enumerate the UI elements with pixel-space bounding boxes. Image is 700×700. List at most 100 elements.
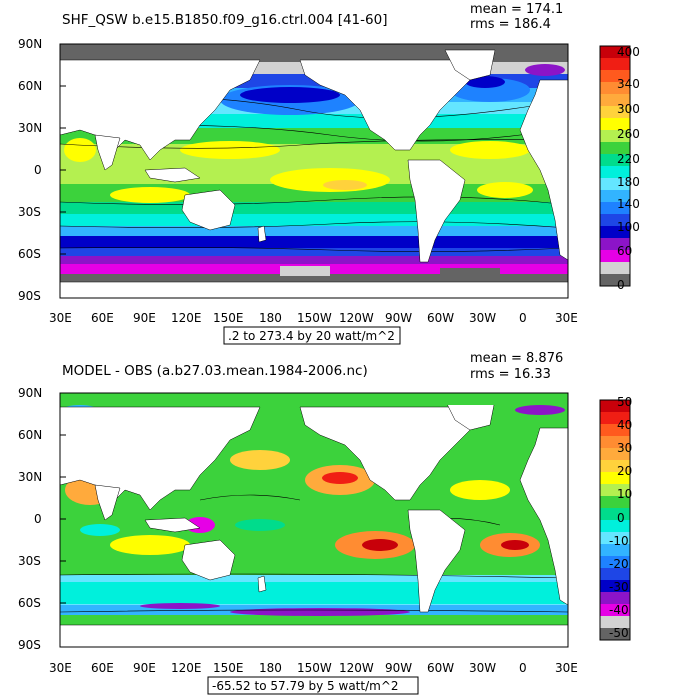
bottom-map-svg: MODEL - OBS (a.b27.03.mean.1984-2006.nc)… — [18, 351, 632, 695]
colorbar-swatch — [600, 580, 630, 593]
colorbar-swatch — [600, 154, 630, 167]
colorbar-swatch — [600, 496, 630, 509]
lat-label: 60S — [18, 247, 41, 261]
lat-label: 60N — [18, 79, 42, 93]
colorbar-label: -20 — [609, 557, 629, 571]
colorbar-swatch — [600, 628, 630, 641]
colorbar-swatch — [600, 544, 630, 557]
map-frame — [59, 43, 569, 299]
colorbar-label: 300 — [617, 102, 640, 116]
lon-label: 120E — [171, 661, 202, 675]
lon-label: 150W — [297, 311, 332, 325]
land-masses — [60, 49, 568, 298]
lon-label: 30E — [49, 311, 72, 325]
colorbar-swatch — [600, 70, 630, 83]
colorbar-swatch — [600, 604, 630, 617]
colorbar-swatch — [600, 226, 630, 239]
top-panel: SHF_QSW b.e15.B1850.f09_g16.ctrl.004 [41… — [18, 2, 640, 345]
colorbar-swatch — [600, 412, 630, 425]
lat-label: 90S — [18, 638, 41, 652]
colorbar-label: 40 — [617, 418, 632, 432]
lon-label: 120W — [339, 661, 374, 675]
bottom-panel: MODEL - OBS (a.b27.03.mean.1984-2006.nc)… — [0, 350, 700, 700]
colorbar-swatch — [600, 592, 630, 605]
colorbar-label: -10 — [609, 534, 629, 548]
lon-label: 180 — [259, 661, 282, 675]
colorbar — [599, 45, 631, 287]
lon-label: 30E — [555, 311, 578, 325]
colorbar-swatch — [600, 214, 630, 227]
lat-label: 60S — [18, 596, 41, 610]
lat-label: 30N — [18, 121, 42, 135]
colorbar-swatch — [600, 106, 630, 119]
lon-label: 30E — [49, 661, 72, 675]
lon-label: 120E — [171, 311, 202, 325]
colorbar-label: 0 — [617, 278, 625, 292]
colorbar-swatch — [600, 424, 630, 437]
lon-label: 120W — [339, 311, 374, 325]
lon-label: 60E — [91, 311, 114, 325]
lat-label: 90S — [18, 289, 41, 303]
lon-label: 150E — [213, 311, 244, 325]
lat-label: 30S — [18, 554, 41, 568]
range-box — [207, 676, 419, 695]
field-map — [60, 393, 568, 647]
colorbar-swatch — [600, 130, 630, 143]
colorbar-label: 30 — [617, 441, 632, 455]
lon-label: 180 — [259, 311, 282, 325]
colorbar-swatch — [600, 448, 630, 461]
colorbar-swatch — [600, 46, 630, 59]
colorbar-swatch — [600, 58, 630, 71]
colorbar-swatch — [600, 202, 630, 215]
colorbar-label: 180 — [617, 175, 640, 189]
lon-label: 30E — [555, 661, 578, 675]
colorbar-swatch — [600, 508, 630, 521]
lon-label: 0 — [519, 311, 527, 325]
range-box — [223, 326, 401, 345]
lon-label: 60W — [427, 661, 454, 675]
colorbar-label: 20 — [617, 464, 632, 478]
colorbar-swatch — [600, 166, 630, 179]
colorbar-swatch — [600, 142, 630, 155]
range-label: -65.52 to 57.79 by 5 watt/m^2 — [212, 679, 399, 693]
colorbar-label: 340 — [617, 77, 640, 91]
colorbar-label: 260 — [617, 127, 640, 141]
lon-label: 90E — [133, 661, 156, 675]
lat-labels: 90N 60N 30N 0 30S 60S 90S — [18, 37, 42, 303]
colorbar-swatch — [600, 94, 630, 107]
lon-label: 30W — [469, 661, 496, 675]
lon-label: 90E — [133, 311, 156, 325]
colorbar-label: -40 — [609, 603, 629, 617]
rms-label: rms = 186.4 — [470, 17, 551, 32]
colorbar-label: 60 — [617, 244, 632, 258]
colorbar-label: 140 — [617, 197, 640, 211]
colorbar — [599, 399, 631, 641]
colorbar-labels: 400 340 300 260 220 180 140 100 60 0 — [617, 45, 640, 292]
colorbar-swatch — [600, 532, 630, 545]
colorbar-swatch — [600, 190, 630, 203]
lon-label: 150W — [297, 661, 332, 675]
colorbar-label: -50 — [609, 626, 629, 640]
lat-label: 60N — [18, 428, 42, 442]
colorbar-swatch — [600, 118, 630, 131]
lat-label: 30N — [18, 470, 42, 484]
colorbar-swatch — [600, 568, 630, 581]
lat-label: 0 — [34, 512, 42, 526]
map-title: MODEL - OBS (a.b27.03.mean.1984-2006.nc) — [62, 363, 368, 379]
colorbar-swatch — [600, 472, 630, 485]
lat-label: 30S — [18, 205, 41, 219]
colorbar-swatch — [600, 82, 630, 95]
colorbar-label: 50 — [617, 395, 632, 409]
lon-label: 150E — [213, 661, 244, 675]
colorbar-swatch — [600, 520, 630, 533]
colorbar-swatch — [600, 484, 630, 497]
colorbar-swatch — [600, 250, 630, 263]
lat-labels: 90N 60N 30N 0 30S 60S 90S — [18, 386, 42, 652]
mean-label: mean = 8.876 — [470, 351, 563, 366]
top-map-svg: SHF_QSW b.e15.B1850.f09_g16.ctrl.004 [41… — [18, 2, 640, 345]
colorbar-swatch — [600, 616, 630, 629]
land-masses — [60, 399, 568, 647]
colorbar-swatch — [600, 400, 630, 413]
colorbar-swatch — [600, 460, 630, 473]
lon-label: 60W — [427, 311, 454, 325]
